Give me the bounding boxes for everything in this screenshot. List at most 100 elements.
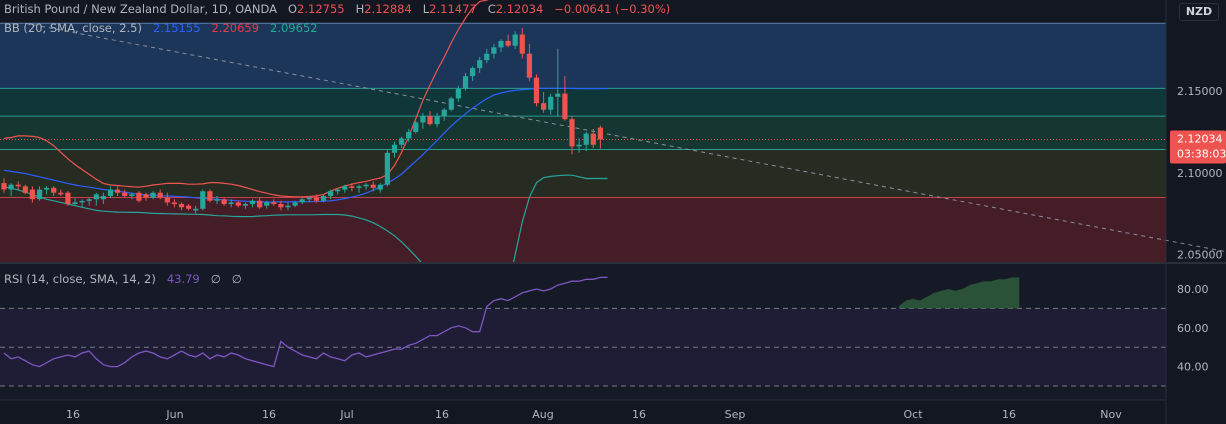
bb-upper-line xyxy=(3,0,490,198)
time-tick-label: 16 xyxy=(262,408,276,421)
currency-button[interactable]: NZD xyxy=(1179,3,1219,21)
candle-body xyxy=(533,77,540,104)
candle-body xyxy=(228,202,234,205)
candle-body xyxy=(65,192,71,205)
candle xyxy=(271,199,277,206)
rsi-label[interactable]: RSI (14, close, SMA, 14, 2) xyxy=(4,272,156,286)
price-zone-4 xyxy=(0,197,1166,262)
candle xyxy=(434,112,440,128)
candle xyxy=(22,184,28,195)
candle xyxy=(86,197,92,206)
candle xyxy=(257,197,263,209)
candle-body xyxy=(569,119,575,147)
bb-label[interactable]: BB (20, SMA, close, 2.5) xyxy=(4,21,142,35)
candle xyxy=(221,197,227,206)
rsi-tick-label: 40.00 xyxy=(1177,361,1209,374)
candle xyxy=(228,199,234,208)
high-label: H xyxy=(355,2,365,16)
rsi-band-fill xyxy=(0,308,1166,386)
candle-body xyxy=(136,192,142,201)
candle-body xyxy=(363,184,369,187)
candle-body xyxy=(491,47,497,54)
candle-body xyxy=(242,204,248,206)
candle xyxy=(533,74,540,107)
candle xyxy=(29,186,35,203)
candle-body xyxy=(278,204,284,208)
candle xyxy=(1,178,7,193)
change-value: −0.00641 (−0.30%) xyxy=(554,2,671,16)
candle xyxy=(335,187,341,195)
candle-body xyxy=(51,187,57,193)
candle-body xyxy=(313,197,319,201)
candle xyxy=(285,202,291,211)
close-value: 2.12034 xyxy=(495,2,544,16)
rsi-tick-label: 80.00 xyxy=(1177,283,1209,296)
candle-body xyxy=(512,34,518,46)
candle-body xyxy=(115,189,121,193)
candle-body xyxy=(157,192,163,198)
candle xyxy=(349,183,355,192)
open-label: O xyxy=(287,2,298,16)
time-tick-label: Sep xyxy=(725,408,746,421)
candle xyxy=(462,72,469,91)
bb-legend: BB (20, SMA, close, 2.5) 2.15155 2.20659… xyxy=(4,21,318,35)
candle xyxy=(264,200,270,209)
candle xyxy=(58,189,64,197)
bb-basis-line xyxy=(3,87,608,203)
candle xyxy=(590,128,596,149)
candle-body xyxy=(555,93,561,97)
candle-body xyxy=(86,199,92,201)
candle xyxy=(15,181,21,190)
candle xyxy=(320,194,327,203)
candle-body xyxy=(171,202,177,205)
low-label: L xyxy=(422,2,430,16)
candle-body xyxy=(200,191,206,209)
candle xyxy=(242,202,248,209)
candle-body xyxy=(107,189,114,197)
candle-body xyxy=(462,76,469,89)
candle-body xyxy=(100,196,106,200)
candle xyxy=(100,192,106,205)
candle-body xyxy=(370,184,376,188)
candle-body xyxy=(264,202,270,206)
candle xyxy=(413,120,419,134)
candle xyxy=(136,191,142,203)
candle xyxy=(491,44,497,59)
time-tick-label: Oct xyxy=(903,408,923,421)
candle xyxy=(150,191,156,200)
rsi-na-1: ∅ xyxy=(210,272,221,286)
candle xyxy=(122,189,128,198)
price-tick-label: 2.05000 xyxy=(1177,249,1223,262)
time-tick-label: 16 xyxy=(435,408,449,421)
candle xyxy=(207,189,213,203)
rsi-value: 43.79 xyxy=(166,272,200,286)
rsi-line xyxy=(3,276,608,368)
candle xyxy=(44,186,50,195)
candle xyxy=(420,112,426,129)
candle xyxy=(498,39,504,53)
candle-body xyxy=(249,200,256,205)
candle-body xyxy=(214,199,220,201)
candle-body xyxy=(186,205,192,209)
price-tick-label: 2.15000 xyxy=(1177,85,1223,98)
time-tick-label: Jul xyxy=(339,408,353,421)
candle xyxy=(406,128,412,142)
candle-body xyxy=(590,133,596,145)
candle-body xyxy=(306,197,312,200)
candle xyxy=(235,200,241,208)
candle-body xyxy=(257,200,263,208)
candle-body xyxy=(193,208,199,211)
candle xyxy=(8,183,14,197)
candle-body xyxy=(541,103,547,110)
candle-body xyxy=(1,183,7,190)
candle-body xyxy=(455,88,461,99)
time-tick-label: Aug xyxy=(532,408,553,421)
candle-body xyxy=(36,189,43,200)
low-value: 2.11477 xyxy=(429,2,477,16)
close-label: C xyxy=(487,2,496,16)
high-value: 2.12884 xyxy=(364,2,412,16)
symbol-name[interactable]: British Pound / New Zealand Dollar, 1D, … xyxy=(4,2,277,16)
candle-body xyxy=(583,133,589,145)
candle xyxy=(377,183,383,193)
